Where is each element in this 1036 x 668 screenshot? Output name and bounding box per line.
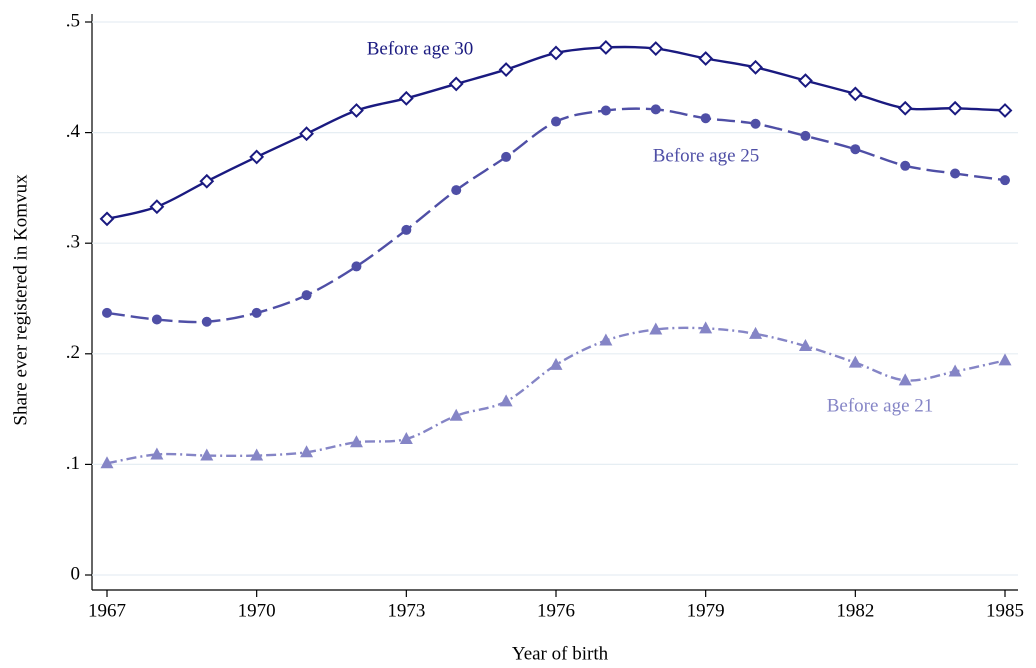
marker [900, 160, 911, 171]
marker [599, 333, 613, 346]
x-axis-title: Year of birth [512, 643, 609, 664]
marker [649, 322, 663, 335]
marker [699, 321, 713, 334]
marker [600, 105, 611, 116]
marker [100, 456, 114, 469]
marker [898, 373, 912, 386]
marker [499, 394, 513, 407]
marker [399, 431, 413, 444]
series-label: Before age 25 [653, 145, 760, 166]
marker [549, 357, 563, 370]
marker [997, 103, 1013, 118]
x-tick-label: 1970 [238, 600, 276, 621]
marker [200, 448, 214, 461]
series-line [106, 107, 1006, 324]
series-label: Before age 30 [367, 38, 474, 59]
marker [251, 307, 262, 318]
marker [351, 261, 362, 272]
x-tick-label: 1985 [986, 600, 1024, 621]
marker [998, 353, 1012, 366]
marker [449, 408, 463, 421]
marker [401, 224, 412, 235]
marker [950, 168, 961, 179]
x-tick-label: 1967 [88, 600, 126, 621]
marker [700, 113, 711, 124]
marker [750, 118, 761, 129]
marker [149, 199, 165, 215]
x-tick-label: 1982 [836, 600, 874, 621]
marker [698, 51, 714, 66]
marker [300, 445, 314, 458]
marker [648, 41, 664, 56]
marker [299, 126, 314, 142]
y-tick-label: .4 [66, 121, 81, 142]
marker [448, 76, 464, 92]
marker [102, 307, 112, 318]
y-axis-title: Share ever registered in Komvux [10, 174, 31, 426]
marker [349, 103, 364, 118]
marker [150, 447, 164, 460]
marker [598, 40, 614, 55]
series-label: Before age 21 [827, 395, 934, 416]
marker [798, 73, 813, 89]
x-tick-label: 1979 [687, 600, 725, 621]
y-tick-label: 0 [71, 563, 81, 584]
y-tick-label: .2 [66, 342, 80, 363]
marker [501, 151, 512, 162]
marker [848, 355, 862, 368]
marker [249, 149, 265, 165]
marker [948, 364, 962, 377]
marker [798, 339, 812, 352]
marker [1000, 175, 1010, 186]
marker [398, 90, 414, 106]
marker [349, 435, 363, 448]
marker [451, 185, 462, 196]
marker [199, 173, 215, 189]
marker [301, 290, 312, 301]
marker [548, 45, 564, 61]
marker [847, 86, 863, 102]
y-tick-label: .5 [66, 10, 80, 31]
marker [99, 211, 115, 227]
x-tick-label: 1973 [387, 600, 425, 621]
y-tick-label: .3 [66, 232, 80, 253]
marker [151, 314, 162, 325]
marker [250, 448, 264, 461]
marker [947, 100, 963, 116]
marker [748, 59, 763, 75]
marker [551, 116, 561, 127]
marker [800, 130, 811, 141]
marker [650, 104, 661, 115]
x-tick-label: 1976 [537, 600, 575, 621]
marker [749, 326, 763, 339]
y-tick-label: .1 [66, 453, 80, 474]
marker [201, 316, 212, 327]
marker [498, 62, 514, 77]
marker [850, 144, 861, 155]
marker [897, 100, 913, 116]
